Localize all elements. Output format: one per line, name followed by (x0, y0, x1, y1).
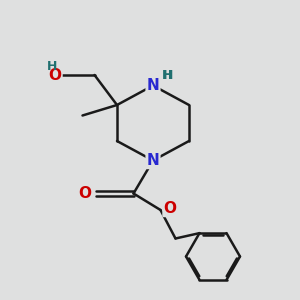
Text: O: O (164, 201, 176, 216)
Text: H: H (162, 69, 172, 82)
Text: H: H (163, 70, 173, 83)
Text: N: N (147, 78, 159, 93)
Text: O: O (79, 186, 92, 201)
Text: O: O (49, 68, 62, 82)
Text: N: N (147, 153, 159, 168)
Text: H: H (46, 60, 57, 73)
